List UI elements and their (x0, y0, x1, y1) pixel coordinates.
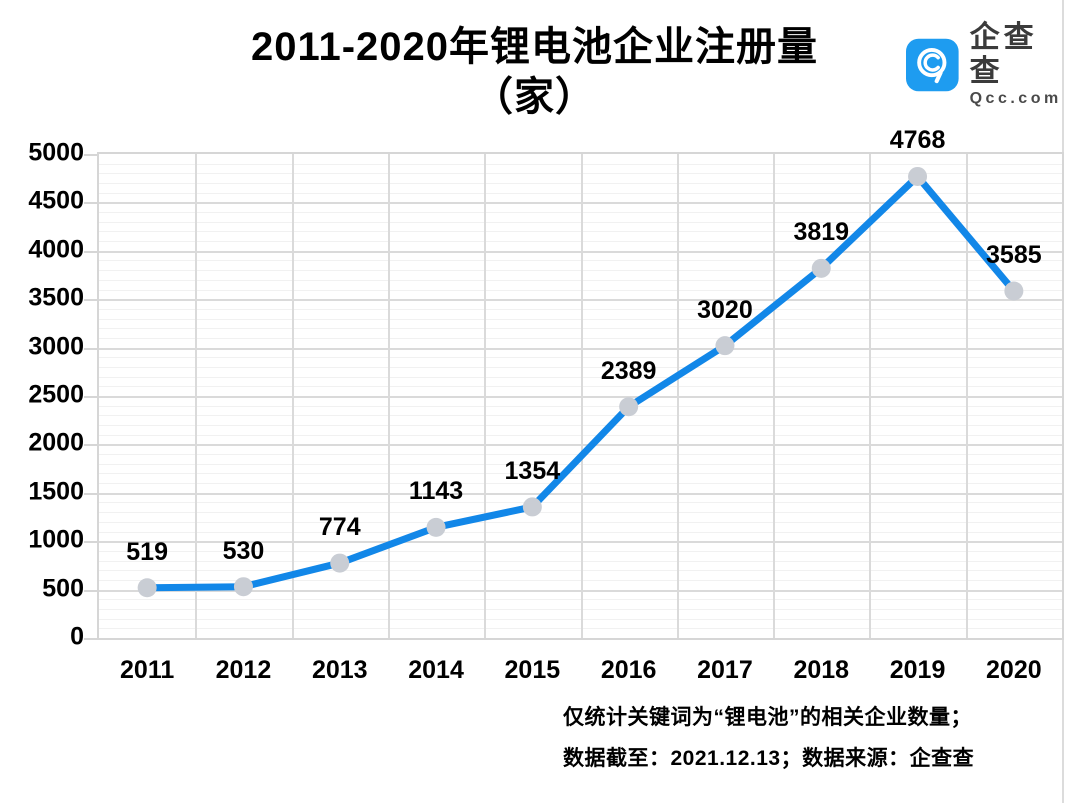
gridline-vertical (965, 154, 968, 638)
x-axis-label: 2011 (120, 656, 175, 684)
gridline-vertical (291, 154, 294, 638)
gridline-vertical (484, 154, 487, 638)
data-point-marker (715, 336, 735, 356)
data-point-label: 3585 (986, 240, 1042, 269)
data-point-marker (330, 553, 350, 573)
x-axis-label: 2012 (215, 656, 272, 684)
y-axis-tick (84, 250, 97, 253)
data-point-label: 3020 (697, 295, 753, 324)
y-axis-tick (84, 638, 97, 640)
qcc-logo-icon (906, 38, 959, 92)
x-axis-label: 2016 (600, 656, 657, 684)
data-point-label: 4768 (889, 126, 946, 155)
footnotes: 仅统计关键词为“锂电池”的相关企业数量； 数据截至：2021.12.13；数据来… (563, 697, 974, 779)
y-axis-tick (84, 492, 97, 495)
line-series (137, 166, 1024, 598)
y-axis-tick (84, 202, 97, 205)
y-axis-label: 4000 (28, 235, 84, 264)
y-axis-label: 1500 (28, 477, 84, 506)
x-axis-label: 2020 (986, 656, 1042, 684)
data-point-label: 2389 (600, 356, 657, 385)
y-axis-label: 2000 (28, 428, 84, 457)
gridline-vertical (773, 154, 776, 638)
y-axis-label: 5000 (28, 138, 84, 167)
data-point-label: 530 (222, 536, 265, 565)
chart-title-line1: 2011-2020年锂电池企业注册量 (250, 25, 819, 69)
x-axis-label: 2014 (408, 656, 464, 684)
chart-title: 2011-2020年锂电池企业注册量 （家） (0, 22, 1069, 122)
gridline-vertical (387, 154, 390, 638)
y-axis-tick (84, 444, 97, 447)
x-axis-label: 2019 (889, 656, 946, 684)
y-axis-label: 3500 (28, 283, 84, 312)
data-point-label: 1143 (408, 477, 464, 506)
data-point-marker (811, 258, 831, 278)
qcc-domain: Qcc.com (969, 90, 1062, 107)
data-point-marker (137, 578, 157, 598)
x-axis-label: 2018 (793, 656, 850, 684)
gridline-vertical (676, 154, 679, 638)
y-axis-label: 4500 (28, 186, 84, 215)
gridline-vertical (869, 154, 872, 638)
x-axis-label: 2015 (504, 656, 561, 684)
footnote-line2: 数据截至：2021.12.13；数据来源：企查查 (563, 747, 975, 770)
series-line (143, 172, 1018, 592)
data-point-label: 774 (318, 513, 361, 542)
gridline-vertical (195, 154, 198, 638)
y-axis-label: 3000 (28, 331, 84, 360)
qcc-logo: 企查查 Qcc.com (906, 21, 1069, 109)
y-axis-label: 2500 (28, 380, 84, 409)
y-axis-tick (84, 347, 97, 350)
data-point-marker (522, 497, 542, 517)
x-axis-label: 2013 (311, 656, 368, 684)
gridline-vertical (580, 154, 583, 638)
data-point-label: 1354 (504, 456, 561, 485)
data-point-label: 519 (126, 537, 168, 566)
data-point-label: 3819 (793, 218, 850, 247)
y-axis-tick (84, 541, 97, 544)
x-axis-label: 2017 (697, 656, 753, 684)
y-axis-label: 0 (70, 622, 84, 651)
data-point-marker (1004, 281, 1024, 301)
data-point-marker (426, 517, 446, 537)
data-point-marker (619, 397, 639, 417)
footnote-line1: 仅统计关键词为“锂电池”的相关企业数量； (563, 706, 972, 729)
y-axis-tick (84, 299, 97, 302)
plot-area (97, 152, 1064, 640)
qcc-brand-name: 企查查 (969, 21, 1038, 88)
y-axis-label: 1000 (28, 525, 84, 554)
y-axis-label: 500 (42, 573, 84, 602)
data-point-marker (233, 577, 253, 597)
qcc-logo-text: 企查查 Qcc.com (970, 21, 1069, 109)
y-axis-tick (84, 589, 97, 592)
data-point-marker (908, 166, 928, 186)
y-axis-tick (84, 154, 97, 156)
chart-title-line2: （家） (473, 75, 596, 119)
y-axis-tick (84, 396, 97, 398)
